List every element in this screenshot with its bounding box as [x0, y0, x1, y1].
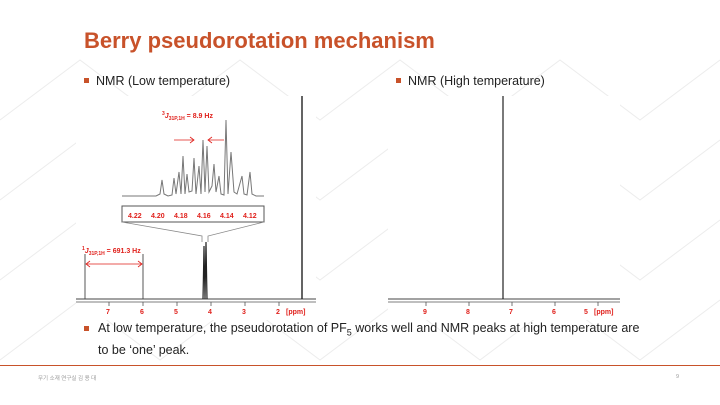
inset-tick: 4.16 — [197, 213, 211, 220]
inset-tick: 4.14 — [220, 213, 234, 220]
axis-tick-label: 7 — [509, 309, 513, 316]
bullet-square — [84, 78, 89, 84]
conclusion-suffix: works well and NMR peaks at high tempera… — [98, 321, 640, 357]
axis-unit: [ppm] — [594, 309, 613, 316]
coupling-1j-label: 1J31P,1H = 691.3 Hz — [82, 246, 141, 257]
coupling-1j-arrow — [85, 260, 143, 268]
axis-tick-label: 6 — [140, 309, 144, 316]
inset-tick: 4.22 — [128, 213, 142, 220]
inset-axis-box — [121, 205, 265, 223]
left-heading: NMR (Low temperature) — [84, 74, 230, 88]
zoom-connector — [121, 221, 265, 242]
inset-tick: 4.20 — [151, 213, 165, 220]
axis-tick-label: 5 — [174, 309, 178, 316]
conclusion-prefix: At low temperature, the pseudorotation o… — [98, 321, 347, 335]
conclusion-bullet: At low temperature, the pseudorotation o… — [84, 320, 644, 359]
axis-tick-label: 7 — [106, 309, 110, 316]
conclusion-text: At low temperature, the pseudorotation o… — [84, 320, 644, 359]
axis-tick-label: 3 — [242, 309, 246, 316]
left-heading-text: NMR (Low temperature) — [96, 74, 231, 88]
inset-spectrum-trace — [122, 119, 264, 197]
conclusion-subscript: 5 — [346, 327, 352, 338]
axis-tick-label: 4 — [208, 309, 212, 316]
bullet-square — [396, 78, 401, 84]
coupling-3j-label: 3J31P,1H = 8.9 Hz — [162, 111, 213, 122]
slide-title: Berry pseudorotation mechanism — [84, 28, 435, 53]
axis-unit: [ppm] — [286, 309, 305, 316]
axis-tick-label: 5 — [584, 309, 588, 316]
coupling-3j-arrows — [174, 136, 224, 144]
low-temp-spectrum: 4.22 4.20 4.18 4.16 4.14 4.12 3J31P,1H =… — [76, 96, 316, 320]
inset-tick: 4.12 — [243, 213, 257, 220]
axis-tick-label: 6 — [552, 309, 556, 316]
right-heading: NMR (High temperature) — [396, 74, 545, 88]
inset-tick: 4.18 — [174, 213, 188, 220]
footer-divider — [0, 365, 720, 366]
axis-tick-label: 8 — [466, 309, 470, 316]
page-number: 9 — [676, 374, 680, 380]
right-heading-text: NMR (High temperature) — [408, 74, 545, 88]
high-temp-spectrum: 9 8 7 6 5 [ppm] — [388, 96, 620, 320]
axis-tick-label: 9 — [423, 309, 427, 316]
bullet-square — [84, 326, 89, 331]
main-peak — [202, 241, 208, 300]
axis-tick-label: 2 — [276, 309, 280, 316]
footer-lab-name: 무기 소재 연구실 김 용 대 — [38, 376, 97, 382]
